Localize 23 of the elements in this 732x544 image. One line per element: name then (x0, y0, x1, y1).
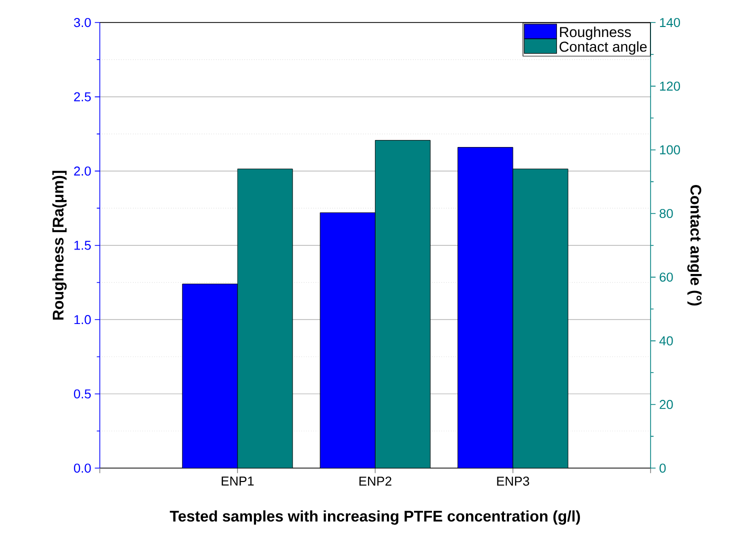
y2-tick-label: 100 (660, 145, 680, 154)
y-axis-title: Roughness [Ra(μm)] (52, 170, 67, 320)
y-tick-label: 2.0 (74, 166, 91, 176)
y-tick-label: 0.0 (74, 464, 91, 473)
y-tick-label: 3.0 (74, 18, 91, 28)
x-tick-label: ENP3 (497, 476, 530, 486)
y-tick-label: 0.5 (74, 389, 91, 398)
legend-label: Roughness (560, 26, 631, 40)
x-tick-label: ENP1 (222, 476, 254, 486)
legend-label: Contact angle (560, 41, 647, 55)
y2-tick-label: 20 (660, 400, 673, 410)
x-axis-title: Tested samples with increasing PTFE concentration (g/l) (170, 510, 580, 525)
y2-tick-label: 140 (660, 18, 680, 28)
y2-tick-label: 0 (660, 464, 666, 473)
y2-tick-label: 120 (660, 82, 680, 91)
y2-tick-label: 80 (660, 209, 673, 218)
x-tick-label: ENP2 (359, 476, 392, 486)
y2-tick-label: 60 (660, 272, 673, 282)
y2-axis-title: Contact angle (°) (687, 185, 702, 306)
y-tick-label: 1.5 (74, 240, 91, 250)
y2-tick-label: 40 (659, 336, 673, 346)
y-tick-label: 2.5 (74, 92, 91, 102)
y-tick-label: 1.0 (74, 315, 91, 324)
